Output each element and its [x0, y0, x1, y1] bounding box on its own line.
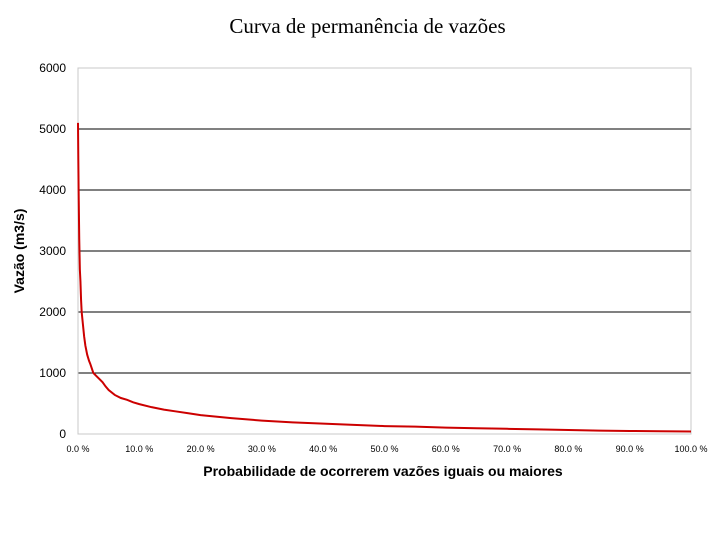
- x-tick-labels: 0.0 % 10.0 % 20.0 % 30.0 % 40.0 % 50.0 % 60.0 …: [66, 444, 707, 454]
- x-tick-label: 100.0 %: [674, 444, 707, 454]
- y-tick-label: 2000: [39, 305, 66, 319]
- y-tick-labels: 0 1000 2000 3000 4000 5000 6000: [39, 61, 66, 441]
- x-tick-label: 80.0 %: [554, 444, 582, 454]
- x-tick-label: 60.0 %: [432, 444, 460, 454]
- series-line: [77, 122, 692, 433]
- y-tick-label: 3000: [39, 244, 66, 258]
- x-tick-label: 30.0 %: [248, 444, 276, 454]
- x-axis-label: Probabilidade de ocorrerem vazões iguais…: [203, 463, 563, 479]
- chart-title: Curva de permanência de vazões: [229, 14, 506, 38]
- x-tick-label: 50.0 %: [370, 444, 398, 454]
- x-tick-label: 90.0 %: [616, 444, 644, 454]
- x-tick-label: 70.0 %: [493, 444, 521, 454]
- y-tick-label: 1000: [39, 366, 66, 380]
- y-tick-label: 5000: [39, 122, 66, 136]
- x-tick-label: 0.0 %: [66, 444, 89, 454]
- y-axis-label: Vazão (m3/s): [11, 209, 27, 294]
- plot-area-frame: [77, 67, 692, 435]
- x-tick-label: 40.0 %: [309, 444, 337, 454]
- y-tick-label: 0: [59, 427, 66, 441]
- y-tick-label: 4000: [39, 183, 66, 197]
- gridlines: [78, 67, 691, 435]
- x-tick-label: 20.0 %: [187, 444, 215, 454]
- y-tick-label: 6000: [39, 61, 66, 75]
- x-tick-label: 10.0 %: [125, 444, 153, 454]
